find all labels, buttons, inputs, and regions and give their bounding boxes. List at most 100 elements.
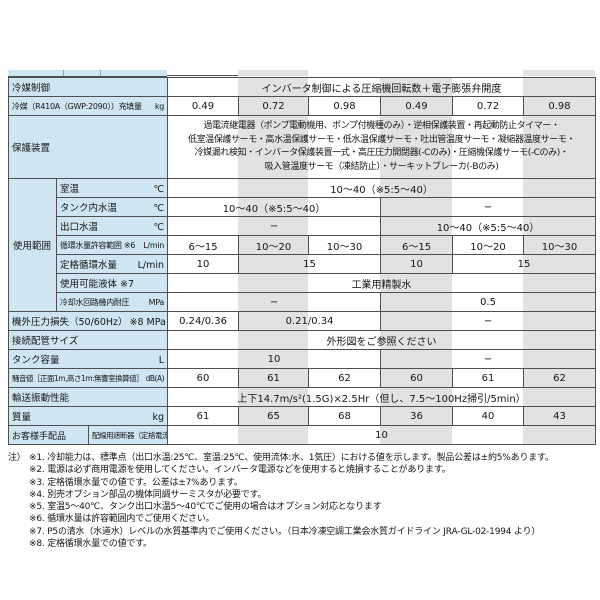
row-unit: MPa	[148, 297, 165, 307]
sliver-label-cell	[8, 70, 167, 77]
row-label: 機外圧力損失（50/60Hz） ※8 MPa	[7, 311, 169, 331]
row-label-text: 保護装置	[12, 143, 51, 154]
sliver-border	[167, 75, 245, 76]
table-row: 循環水量許容範囲 ※6 L/min 6～15 10～20 10～30 6～15 10～20 1…	[9, 235, 597, 255]
value-cell: 40	[452, 406, 525, 426]
table-row: タンク内水温 ℃ 10～40（※5:5～40） −	[9, 197, 597, 217]
row-unit: dB(A)	[145, 373, 165, 383]
row-unit: kg	[152, 412, 165, 423]
sliver-divider	[63, 70, 64, 76]
table-row: 機外圧力損失（50/60Hz） ※8 MPa 0.24/0.36 0.21/0.34−	[7, 311, 597, 331]
row-label-text: 冷媒（R410A（GWP:2090））充填量	[12, 101, 142, 111]
table-row: 使用範囲 室温 ℃ 10～40（※5:5～40）	[8, 178, 597, 312]
value-cell: 68	[308, 406, 382, 426]
row-label: 定格循環水量 L/min	[55, 254, 169, 274]
value-cell: 0.24/0.36	[167, 311, 240, 331]
note-line: ※2. 電源は必ず商用電源を使用してください。インバータ電源などを使用すると焼損…	[29, 465, 451, 476]
value-cell: 10～40（※5:5～40）	[167, 178, 597, 198]
value-cell: 上下14.7m/s²(1.5G)×2.5Hr（但し、7.5～100Hz掃引/5m…	[167, 387, 597, 407]
table-row: 質量 kg 61 65 68 36 40 43	[7, 406, 597, 426]
value-cell: 外形図をご参照ください	[167, 330, 597, 350]
row-label: 質量 kg	[7, 406, 169, 426]
value-cell: 工業用精製水	[167, 273, 597, 293]
row-label: 使用可能液体 ※7	[55, 273, 169, 293]
value-cell: 15	[238, 254, 382, 274]
value-cell: 60	[380, 368, 454, 388]
note-line: 注） ※1. 冷却能力は、標準点（出口水温:25℃、室温:25℃、使用流体:水、1…	[8, 452, 595, 464]
value-cell: 10	[167, 349, 382, 369]
row-label: 保護装置	[7, 115, 169, 179]
row-label-text: 配線用遮断器（定格電流）	[92, 430, 167, 440]
value-cell: 10	[167, 254, 240, 274]
row-label-text: 質量	[12, 412, 32, 423]
value-cell: 61	[238, 368, 310, 388]
row-unit: L/min	[137, 260, 165, 271]
spec-sheet: 冷媒制御 インバータ制御による圧縮機回転数＋電子膨張弁開度 冷媒（R410A（GWP…	[7, 70, 597, 550]
protection-line: 低室温保護サーモ・高水温保護サーモ・低水温保護サーモ・吐出管温度サーモ・凝縮器温…	[188, 134, 576, 145]
row-label: 冷却水回路機内耐圧 MPa	[55, 292, 169, 312]
row-label-text: 室温	[60, 184, 80, 195]
value-cell: −	[167, 292, 382, 312]
table-row: 輸送振動性能 上下14.7m/s²(1.5G)×2.5Hr（但し、7.5～100H…	[7, 387, 597, 407]
row-label-text: 出口水温	[60, 222, 99, 233]
row-label-text: 冷媒制御	[12, 83, 51, 94]
value-cell: 36	[380, 406, 454, 426]
row-label-text: 冷却水回路機内耐圧	[60, 297, 130, 307]
row-label: 冷媒（R410A（GWP:2090））充填量 kg	[7, 96, 169, 116]
row-label: 室温 ℃	[55, 178, 169, 198]
row-label-text: 接続配管サイズ	[12, 336, 79, 347]
value-cell: 10～20	[452, 235, 525, 255]
value-cell: −	[380, 349, 597, 369]
sliver-divider	[100, 70, 101, 76]
row-label: 接続配管サイズ	[7, 330, 169, 350]
value-cell: 6～15	[167, 235, 240, 255]
value-cell: インバータ制御による圧縮機回転数＋電子膨張弁開度	[167, 77, 597, 97]
row-unit: L	[158, 355, 165, 366]
value-cell: 0.49	[167, 96, 240, 116]
protection-line: 過電流継電器（ポンプ電動機用、ポンプ付機種のみ）・逆相保護装置・再起動防止タイマ…	[203, 121, 560, 131]
sliver-stripe	[238, 70, 308, 76]
value-cell: 10～30	[523, 235, 597, 255]
table-row: 騒音値［正面1m,高さ1m:無響室換算値］ dB(A) 60 61 62 60 61 62	[7, 368, 597, 388]
row-label-text: 使用可能液体 ※7	[60, 279, 135, 290]
group-label: お客様手配品	[10, 426, 89, 444]
spec-table-wrap: 冷媒制御 インバータ制御による圧縮機回転数＋電子膨張弁開度 冷媒（R410A（GWP…	[7, 77, 597, 445]
row-label: 騒音値［正面1m,高さ1m:無響室換算値］ dB(A)	[7, 368, 169, 388]
value-cell: 60	[167, 368, 240, 388]
note-text: ※1. 冷却能力は、標準点（出口水温:25℃、室温:25℃、使用流体:水、1気圧…	[29, 453, 554, 463]
value-cell: 61	[452, 368, 525, 388]
table-row: 冷却水回路機内耐圧 MPa −0.5	[9, 292, 597, 312]
table-row: 出口水温 ℃ −10～40（※5:5～40）	[9, 216, 597, 236]
value-cell: 15	[452, 254, 597, 274]
notes-prefix: 注）	[8, 453, 26, 463]
row-label-text: 循環水量許容範囲 ※6	[60, 240, 136, 250]
table-row: 冷媒制御 インバータ制御による圧縮機回転数＋電子膨張弁開度	[7, 77, 597, 97]
table-row: 保護装置 過電流継電器（ポンプ電動機用、ポンプ付機種のみ）・逆相保護装置・再起動防…	[7, 115, 597, 179]
value-cell: 10～40（※5:5～40）	[167, 197, 382, 217]
table-row: 接続配管サイズ 外形図をご参照ください	[7, 330, 597, 350]
row-label-text: 輸送振動性能	[12, 393, 70, 404]
value-cell: 10～20	[238, 235, 310, 255]
note-line: ※5. 室温5～40℃、タンク出口水温5～40℃でご使用の場合はオプション対応と…	[29, 502, 382, 513]
row-label-text: タンク内水温	[60, 203, 118, 214]
note-line: ※7. P5の清水（水道水）レベルの水質基準内でご使用ください。（日本冷凍空調工…	[29, 526, 541, 537]
value-cell: 62	[523, 368, 597, 388]
row-unit: ℃	[153, 222, 165, 233]
row-label-text: タンク容量	[12, 355, 60, 366]
value-cell: 0.98	[523, 96, 597, 116]
cropped-row-sliver	[8, 70, 595, 77]
value-cell: 62	[308, 368, 382, 388]
spec-table: 冷媒制御 インバータ制御による圧縮機回転数＋電子膨張弁開度 冷媒（R410A（GWP…	[7, 77, 597, 445]
row-label-text: 騒音値［正面1m,高さ1m:無響室換算値］	[12, 373, 144, 383]
value-cell: 過電流継電器（ポンプ電動機用、ポンプ付機種のみ）・逆相保護装置・再起動防止タイマ…	[167, 115, 597, 179]
footnotes: 注） ※1. 冷却能力は、標準点（出口水温:25℃、室温:25℃、使用流体:水、1…	[8, 452, 595, 550]
protection-line: 吸入管温度サーモ（凍結防止）・サーキットブレーカ(-Bのみ)	[264, 161, 499, 172]
value-cell: −	[380, 311, 597, 331]
row-label: 循環水量許容範囲 ※6 L/min	[55, 235, 169, 255]
value-cell: 61	[167, 406, 240, 426]
row-unit: ℃	[153, 203, 165, 214]
note-line: ※6. 循環水量は許容範囲内でご使用ください。	[29, 514, 215, 525]
table-row: 冷媒（R410A（GWP:2090））充填量 kg 0.49 0.72 0.98 0.49…	[7, 96, 597, 116]
